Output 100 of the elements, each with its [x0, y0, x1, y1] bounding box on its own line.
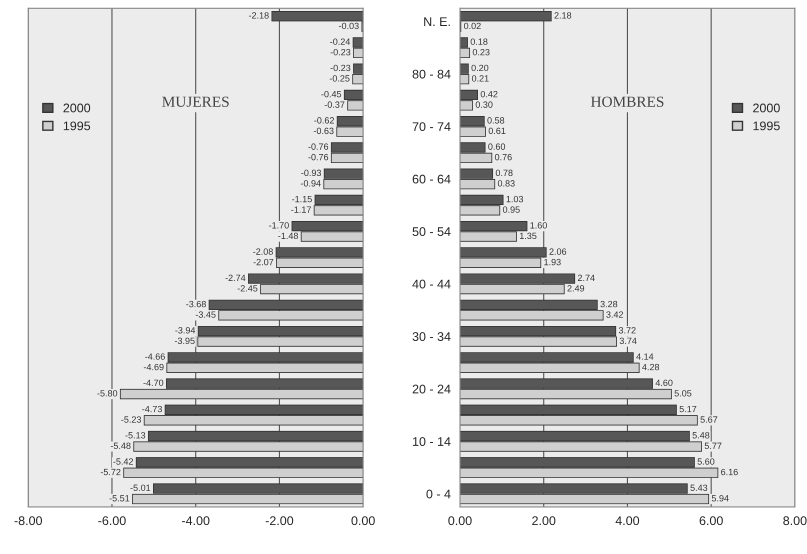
data-label: -4.70 — [143, 380, 164, 386]
data-label: -5.48 — [110, 442, 131, 449]
data-label: -0.93 — [301, 170, 322, 176]
data-label: -2.08 — [253, 248, 273, 255]
data-label: -3.68 — [186, 300, 206, 308]
x-tick-label: -6.00 — [98, 516, 126, 526]
data-label: -0.25 — [330, 75, 350, 82]
legend-label: 1995 — [753, 121, 780, 130]
data-label: 0.20 — [471, 64, 488, 72]
data-label: -5.23 — [121, 416, 142, 423]
y-tick-label: 80 - 84 — [412, 70, 451, 79]
data-label: 2.74 — [578, 274, 595, 281]
data-label: 5.77 — [704, 442, 722, 449]
data-label: -0.23 — [330, 64, 350, 72]
data-label: 2.18 — [554, 12, 572, 19]
y-tick-label: 0 - 4 — [426, 490, 451, 498]
data-label: 0.18 — [470, 38, 488, 45]
data-label: 0.83 — [498, 180, 515, 187]
data-label: -1.48 — [278, 232, 298, 240]
x-tick-label: 4.00 — [616, 516, 640, 526]
data-label: -5.13 — [125, 432, 146, 438]
data-label: 4.14 — [636, 353, 654, 360]
y-tick-label: 30 - 34 — [412, 332, 451, 341]
data-label: -2.74 — [225, 274, 246, 281]
data-label: 0.42 — [480, 90, 498, 98]
data-label: -0.24 — [330, 38, 350, 45]
legend-label: 1995 — [64, 121, 90, 130]
legend-label: 2000 — [753, 104, 780, 112]
data-label: 5.05 — [674, 390, 692, 396]
data-label: 5.94 — [712, 495, 729, 502]
data-label: 0.95 — [502, 206, 520, 213]
data-label: -1.70 — [269, 222, 289, 229]
data-label: 5.67 — [700, 416, 718, 423]
data-label: 5.60 — [698, 458, 714, 465]
data-label: 5.43 — [690, 484, 708, 491]
data-label: 4.60 — [656, 380, 673, 386]
y-tick-label: 10 - 14 — [413, 437, 451, 446]
data-label: -2.45 — [238, 285, 258, 292]
data-label: -0.76 — [308, 154, 328, 160]
data-label: -3.94 — [175, 327, 196, 334]
data-label: -1.15 — [292, 196, 312, 202]
data-label: 0.60 — [488, 143, 506, 150]
data-label: -4.66 — [145, 353, 165, 360]
data-label: -0.45 — [321, 90, 342, 98]
data-label: -0.37 — [324, 101, 344, 108]
data-label: 2.06 — [549, 248, 566, 255]
y-tick-label: 70 - 74 — [412, 122, 451, 132]
data-label: -2.07 — [254, 258, 274, 266]
data-label: 0.23 — [472, 48, 490, 56]
data-label: 0.58 — [487, 117, 504, 124]
x-tick-label: 6.00 — [700, 516, 723, 526]
data-label: -4.73 — [142, 406, 162, 412]
data-label: -5.72 — [100, 468, 120, 476]
data-label: -5.51 — [110, 495, 130, 502]
data-label: 1.03 — [506, 196, 524, 202]
data-label: -3.45 — [196, 311, 216, 318]
data-label: 0.61 — [488, 128, 506, 134]
x-tick-label: 0.00 — [351, 516, 375, 526]
x-tick-label: -4.00 — [182, 516, 210, 526]
data-label: 5.17 — [680, 406, 696, 412]
data-label: -1.17 — [291, 206, 311, 213]
data-label: 0.21 — [472, 75, 489, 82]
annotation: HOMBRES — [590, 96, 664, 107]
x-tick-label: -2.00 — [266, 516, 294, 526]
data-label: -0.94 — [300, 180, 321, 187]
data-label: -2.18 — [248, 12, 269, 19]
y-tick-label: 40 - 44 — [412, 280, 451, 289]
x-tick-label: -8.00 — [14, 516, 42, 526]
data-label: -0.23 — [330, 48, 350, 56]
data-label: 3.42 — [606, 311, 624, 318]
data-label: -0.03 — [338, 22, 359, 30]
data-label: 4.28 — [642, 364, 660, 370]
data-label: -0.62 — [314, 117, 334, 124]
x-tick-label: 2.00 — [532, 516, 556, 526]
data-label: -4.69 — [144, 364, 164, 370]
x-tick-label: 0.00 — [448, 516, 472, 526]
y-tick-label: 20 - 24 — [412, 384, 451, 394]
x-tick-label: 8.00 — [783, 516, 807, 526]
data-label: 0.30 — [476, 101, 493, 108]
data-label: 1.35 — [520, 232, 536, 240]
y-tick-label: N. E. — [424, 17, 450, 26]
data-label: 0.78 — [496, 170, 513, 176]
data-label: -5.80 — [97, 390, 118, 396]
data-label: 2.49 — [567, 285, 584, 292]
data-label: 3.74 — [620, 338, 637, 344]
y-tick-label: 50 - 54 — [412, 227, 451, 236]
annotation: MUJERES — [162, 96, 229, 107]
data-label: 0.76 — [494, 154, 512, 160]
data-label: -3.95 — [174, 338, 195, 344]
data-label: 1.60 — [530, 222, 547, 229]
data-label: 0.02 — [464, 22, 481, 30]
data-label: -0.76 — [308, 143, 328, 150]
data-label: 3.72 — [618, 327, 636, 334]
data-label: -5.42 — [113, 458, 134, 465]
y-tick-label: 60 - 64 — [412, 174, 451, 184]
data-label: 1.93 — [544, 258, 561, 266]
legend-label: 2000 — [63, 104, 90, 112]
data-label: 3.28 — [600, 300, 618, 308]
data-label: -5.01 — [130, 484, 150, 491]
data-label: 6.16 — [721, 468, 738, 476]
